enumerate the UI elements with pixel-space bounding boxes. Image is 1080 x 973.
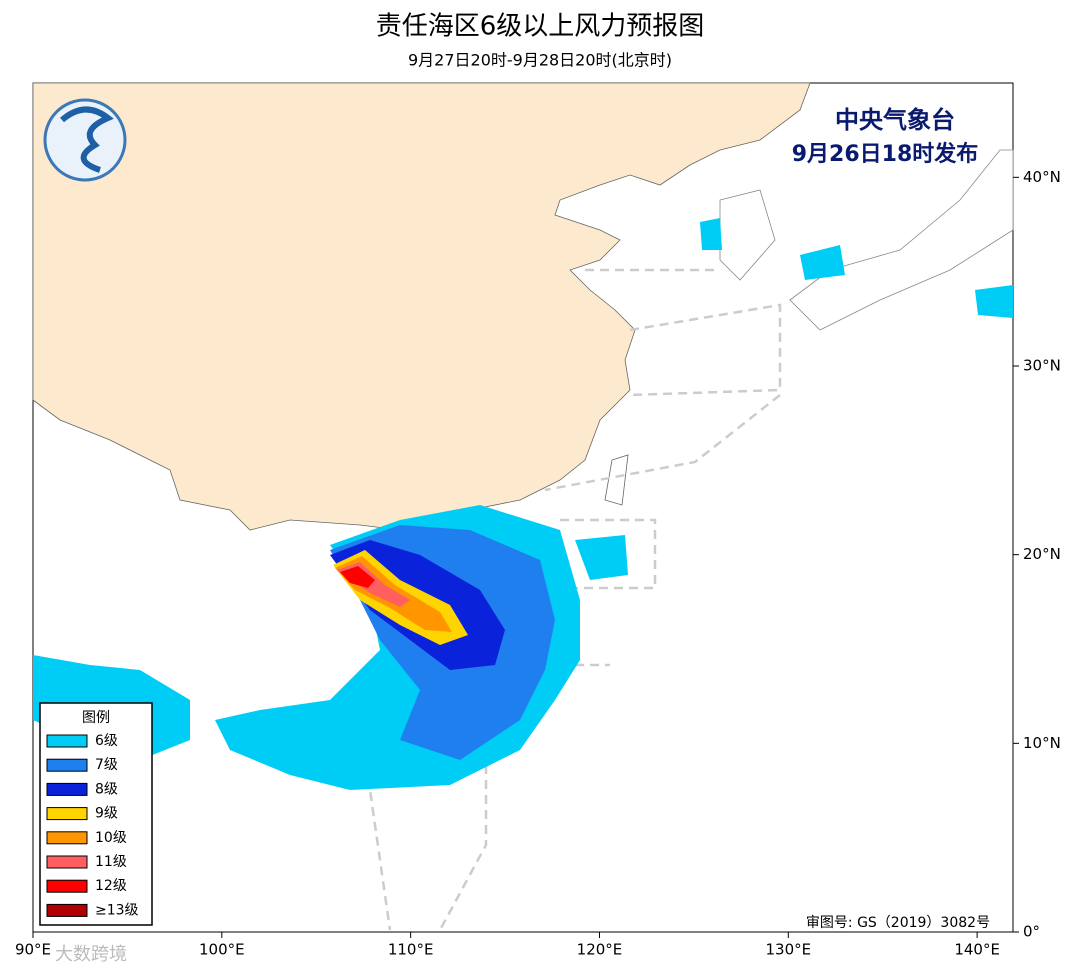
y-tick-label: 10°N bbox=[1023, 734, 1061, 752]
legend-label: 9级 bbox=[95, 806, 118, 822]
zone-line bbox=[368, 719, 392, 931]
agency: 中央气象台 bbox=[835, 106, 955, 134]
taiwan bbox=[604, 454, 629, 506]
x-tick-label: 120°E bbox=[577, 941, 623, 959]
title: 责任海区6级以上风力预报图 bbox=[376, 12, 705, 42]
legend-label: 12级 bbox=[95, 878, 127, 894]
zone-line bbox=[544, 394, 781, 492]
x-tick-label: 140°E bbox=[954, 941, 1000, 959]
china-land bbox=[32, 82, 811, 531]
legend-label: 10级 bbox=[95, 830, 127, 846]
wind-area bbox=[340, 566, 375, 588]
x-tick-label: 110°E bbox=[388, 941, 434, 959]
legend-swatch bbox=[46, 831, 88, 845]
legend-swatch bbox=[46, 903, 88, 917]
legend-label: 6级 bbox=[95, 733, 118, 749]
legend-swatch bbox=[46, 879, 88, 893]
issue-time: 9月26日18时发布 bbox=[792, 141, 979, 167]
japan bbox=[789, 149, 1014, 331]
y-tick-label: 40°N bbox=[1023, 168, 1061, 186]
x-tick-label: 100°E bbox=[199, 941, 245, 959]
subtitle: 9月27日20时-9月28日20时(北京时) bbox=[408, 51, 672, 70]
wind-area bbox=[575, 218, 1013, 580]
legend-label: ≥13级 bbox=[95, 902, 139, 918]
legend-label: 7级 bbox=[95, 757, 118, 773]
legend-swatch bbox=[46, 807, 88, 821]
legend-swatch bbox=[46, 855, 88, 869]
x-tick-label: 90°E bbox=[15, 941, 51, 959]
legend-swatch bbox=[46, 782, 88, 796]
legend-label: 8级 bbox=[95, 781, 118, 797]
land bbox=[32, 82, 1014, 585]
approval-number: 审图号: GS（2019）3082号 bbox=[806, 915, 990, 931]
logo-mark bbox=[60, 106, 114, 173]
legend-label: 11级 bbox=[95, 854, 127, 870]
legend-swatch bbox=[46, 734, 88, 748]
y-tick-label: 30°N bbox=[1023, 357, 1061, 375]
legend-swatch bbox=[46, 758, 88, 772]
logo bbox=[43, 98, 127, 182]
legend-title: 图例 bbox=[82, 710, 110, 726]
y-tick-label: 20°N bbox=[1023, 545, 1061, 563]
y-tick-label: 0° bbox=[1023, 923, 1040, 941]
legend: 图例 6级 7级 8级 9级 10级 11级 12级 ≥13级 bbox=[39, 702, 153, 926]
zone-line bbox=[629, 303, 782, 397]
x-tick-label: 130°E bbox=[765, 941, 811, 959]
watermark: 大数跨境 bbox=[55, 944, 127, 965]
